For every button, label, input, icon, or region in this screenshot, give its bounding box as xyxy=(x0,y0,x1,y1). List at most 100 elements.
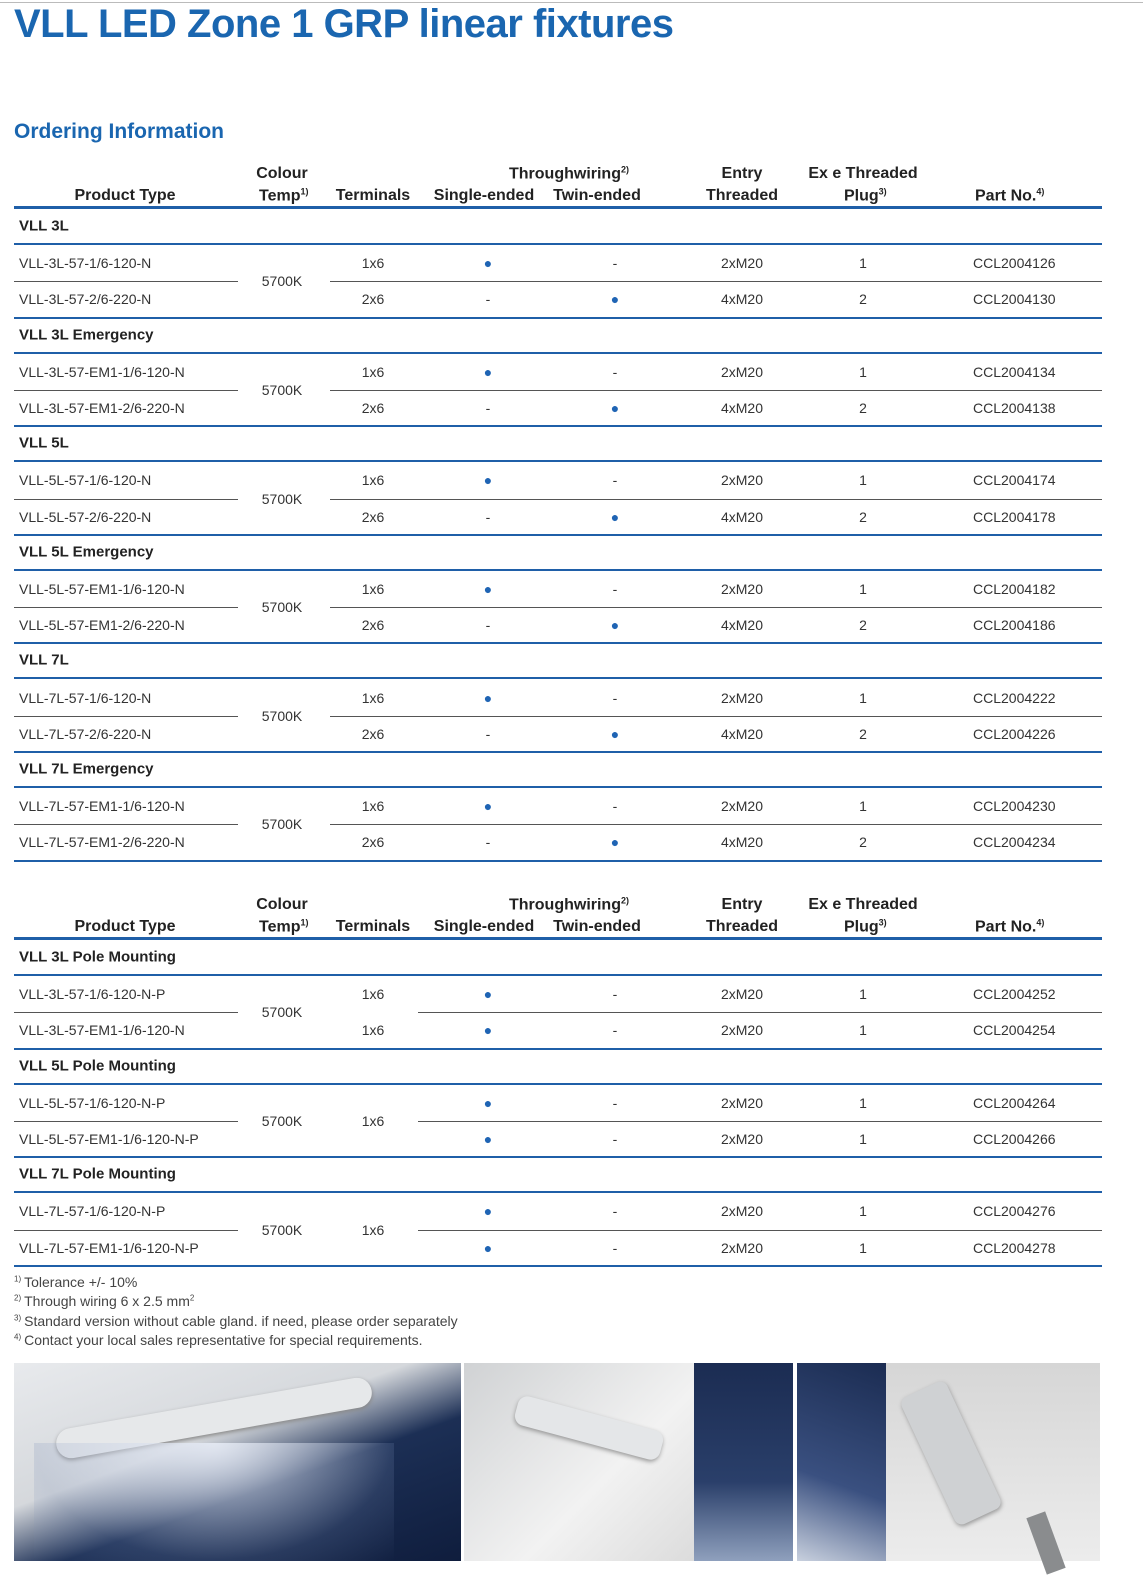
group-rule xyxy=(14,1082,1102,1085)
cell-single: ● xyxy=(483,1094,493,1111)
cell-twin: - xyxy=(612,580,618,597)
header-temp: Temp1) xyxy=(259,917,309,936)
cell-twin: ● xyxy=(610,725,620,742)
colour-temp: 5700K xyxy=(261,707,303,724)
cell-part: CCL2004130 xyxy=(973,291,1056,308)
header-colour: Colour xyxy=(256,896,308,913)
cell-single: ● xyxy=(483,1022,493,1039)
cell-single: - xyxy=(485,508,491,525)
footnote-text: Contact your local sales representative … xyxy=(24,1331,423,1348)
header-terminals: Terminals xyxy=(335,918,411,935)
footnote-mark: 3) xyxy=(14,1312,22,1322)
cell-plug: 2 xyxy=(859,725,867,742)
cell-twin: - xyxy=(612,472,618,489)
header-part-text: Part No. xyxy=(975,918,1037,936)
section-title: Ordering Information xyxy=(14,120,224,143)
cell-term: 2x6 xyxy=(361,400,385,417)
cell-twin: - xyxy=(612,1131,618,1148)
cell-entry: 4xM20 xyxy=(720,508,764,525)
header-product-type: Product Type xyxy=(74,918,176,935)
group-title: VLL 5L Pole Mounting xyxy=(19,1057,176,1075)
cell-part: CCL2004264 xyxy=(973,1094,1056,1111)
cell-single: - xyxy=(485,400,491,417)
header-plug-2-text: Plug xyxy=(844,918,879,936)
cell-term: 1x6 xyxy=(361,472,385,489)
header-throughwiring: Throughwiring2) xyxy=(509,164,629,183)
footnote-ref: 3) xyxy=(878,186,887,197)
cell-plug: 2 xyxy=(859,400,867,417)
cell-entry: 4xM20 xyxy=(720,617,764,634)
cell-single: ● xyxy=(483,798,493,815)
header-entry: Entry xyxy=(721,165,763,182)
group-title: VLL 3L xyxy=(19,217,69,235)
cell-single: - xyxy=(485,291,491,308)
cell-part: CCL2004276 xyxy=(973,1203,1056,1220)
header-plug-2-text: Plug xyxy=(844,187,879,205)
footnote-sup: 2 xyxy=(189,1293,195,1303)
cell-twin: - xyxy=(612,1203,618,1220)
footnote-ref: 2) xyxy=(620,895,629,906)
cell-single: ● xyxy=(483,255,493,272)
group-rule xyxy=(14,568,1102,571)
cell-plug: 1 xyxy=(859,363,867,380)
row-rule xyxy=(14,1229,238,1231)
header-plug: Ex e Threaded xyxy=(808,165,918,182)
cell-part: CCL2004234 xyxy=(973,834,1056,851)
footnote-ref: 2) xyxy=(620,164,629,175)
product-name: VLL-3L-57-1/6-120-N-P xyxy=(19,986,166,1003)
header-temp-text: Temp xyxy=(259,187,301,205)
page-title: VLL LED Zone 1 GRP linear fixtures xyxy=(14,2,674,46)
cell-entry: 2xM20 xyxy=(720,689,764,706)
cell-part: CCL2004126 xyxy=(973,255,1056,272)
row-rule xyxy=(14,607,238,609)
cell-plug: 2 xyxy=(859,291,867,308)
cell-part: CCL2004254 xyxy=(973,1022,1056,1039)
product-name: VLL-7L-57-2/6-220-N xyxy=(19,725,152,742)
header-temp: Temp1) xyxy=(259,186,309,205)
row-rule xyxy=(418,1012,1102,1014)
group-end-rule xyxy=(14,425,1102,428)
cell-entry: 2xM20 xyxy=(720,1022,764,1039)
cell-entry: 2xM20 xyxy=(720,1239,764,1256)
cell-twin: - xyxy=(612,689,618,706)
row-rule xyxy=(330,824,1102,826)
terminals-merged: 1x6 xyxy=(361,1112,385,1129)
footnote-ref: 1) xyxy=(300,186,309,197)
product-name: VLL-7L-57-EM1-2/6-220-N xyxy=(19,834,185,851)
cell-entry: 2xM20 xyxy=(720,1203,764,1220)
cell-plug: 1 xyxy=(859,689,867,706)
row-rule xyxy=(330,281,1102,283)
colour-temp: 5700K xyxy=(261,1112,303,1129)
cell-term: 1x6 xyxy=(361,986,385,1003)
product-name: VLL-5L-57-EM1-2/6-220-N xyxy=(19,617,185,634)
header-part-text: Part No. xyxy=(975,187,1037,205)
header-threaded: Threaded xyxy=(705,187,779,204)
cell-plug: 2 xyxy=(859,834,867,851)
cell-entry: 4xM20 xyxy=(720,400,764,417)
cell-part: CCL2004174 xyxy=(973,472,1056,489)
product-name: VLL-5L-57-1/6-120-N xyxy=(19,472,152,489)
cell-single: ● xyxy=(483,580,493,597)
terminals-merged: 1x6 xyxy=(361,1221,385,1238)
cell-entry: 2xM20 xyxy=(720,255,764,272)
colour-temp: 5700K xyxy=(261,816,303,833)
cell-single: - xyxy=(485,725,491,742)
header-entry: Entry xyxy=(721,896,763,913)
footnote-mark: 4) xyxy=(14,1332,22,1342)
cell-part: CCL2004252 xyxy=(973,986,1056,1003)
product-name: VLL-5L-57-2/6-220-N xyxy=(19,508,152,525)
product-name: VLL-3L-57-EM1-2/6-220-N xyxy=(19,400,185,417)
cell-term: 2x6 xyxy=(361,508,385,525)
footnote-ref: 3) xyxy=(878,917,887,928)
cell-entry: 2xM20 xyxy=(720,986,764,1003)
cell-entry: 2xM20 xyxy=(720,1094,764,1111)
cell-term: 1x6 xyxy=(361,798,385,815)
group-title: VLL 5L Emergency xyxy=(19,543,154,561)
cell-single: ● xyxy=(483,363,493,380)
colour-temp: 5700K xyxy=(261,381,303,398)
group-end-rule xyxy=(14,1264,1102,1267)
header-rule xyxy=(14,206,1102,209)
header-temp-text: Temp xyxy=(259,918,301,936)
cell-term: 2x6 xyxy=(361,725,385,742)
group-rule xyxy=(14,974,1102,976)
